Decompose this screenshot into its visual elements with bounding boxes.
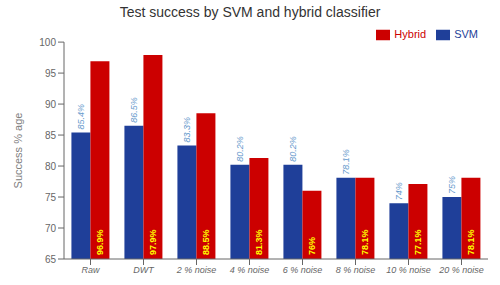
svg-text:85: 85 [45,130,57,141]
svg-text:4 % noise: 4 % noise [230,265,270,275]
svg-text:6 % noise: 6 % noise [283,265,323,275]
svg-text:76%: 76% [307,237,317,255]
svg-text:78.1%: 78.1% [341,149,351,175]
svg-text:77.1%: 77.1% [413,229,423,255]
html-text:SVM: SVM [454,28,478,40]
html-text:Hybrid: Hybrid [394,28,427,40]
svg-text:80.2%: 80.2% [235,136,245,162]
svg-text:75%: 75% [447,176,457,194]
svg-text:8 % noise: 8 % noise [336,265,376,275]
svg-text:81.3%: 81.3% [254,229,264,255]
svg-text:86.5%: 86.5% [129,97,139,123]
svg-text:80: 80 [45,161,57,172]
svg-text:10 % noise: 10 % noise [386,265,431,275]
svg-text:Raw: Raw [81,265,100,275]
svg-text:97.9%: 97.9% [148,229,158,255]
svg-text:DWT: DWT [133,265,155,275]
svg-text:80.2%: 80.2% [288,136,298,162]
svg-text:74%: 74% [394,182,404,200]
svg-text:88.5%: 88.5% [201,229,211,255]
svg-text:20 % noise: 20 % noise [438,265,484,275]
svg-text:96.9%: 96.9% [95,229,105,255]
html-text:Test success by SVM and hybrid: Test success by SVM and hybrid classifie… [119,4,381,20]
svg-text:2 % noise: 2 % noise [176,265,217,275]
svg-text:83.3%: 83.3% [182,117,192,143]
svg-text:Success % age: Success % age [12,113,24,189]
svg-text:78.1%: 78.1% [466,229,476,255]
svg-text:95: 95 [45,68,57,79]
svg-text:100: 100 [39,37,56,48]
svg-text:70: 70 [45,223,57,234]
svg-text:78.1%: 78.1% [360,229,370,255]
svg-text:90: 90 [45,99,57,110]
svg-text:85.4%: 85.4% [76,104,86,130]
svg-text:75: 75 [45,192,57,203]
svg-text:65: 65 [45,254,57,265]
